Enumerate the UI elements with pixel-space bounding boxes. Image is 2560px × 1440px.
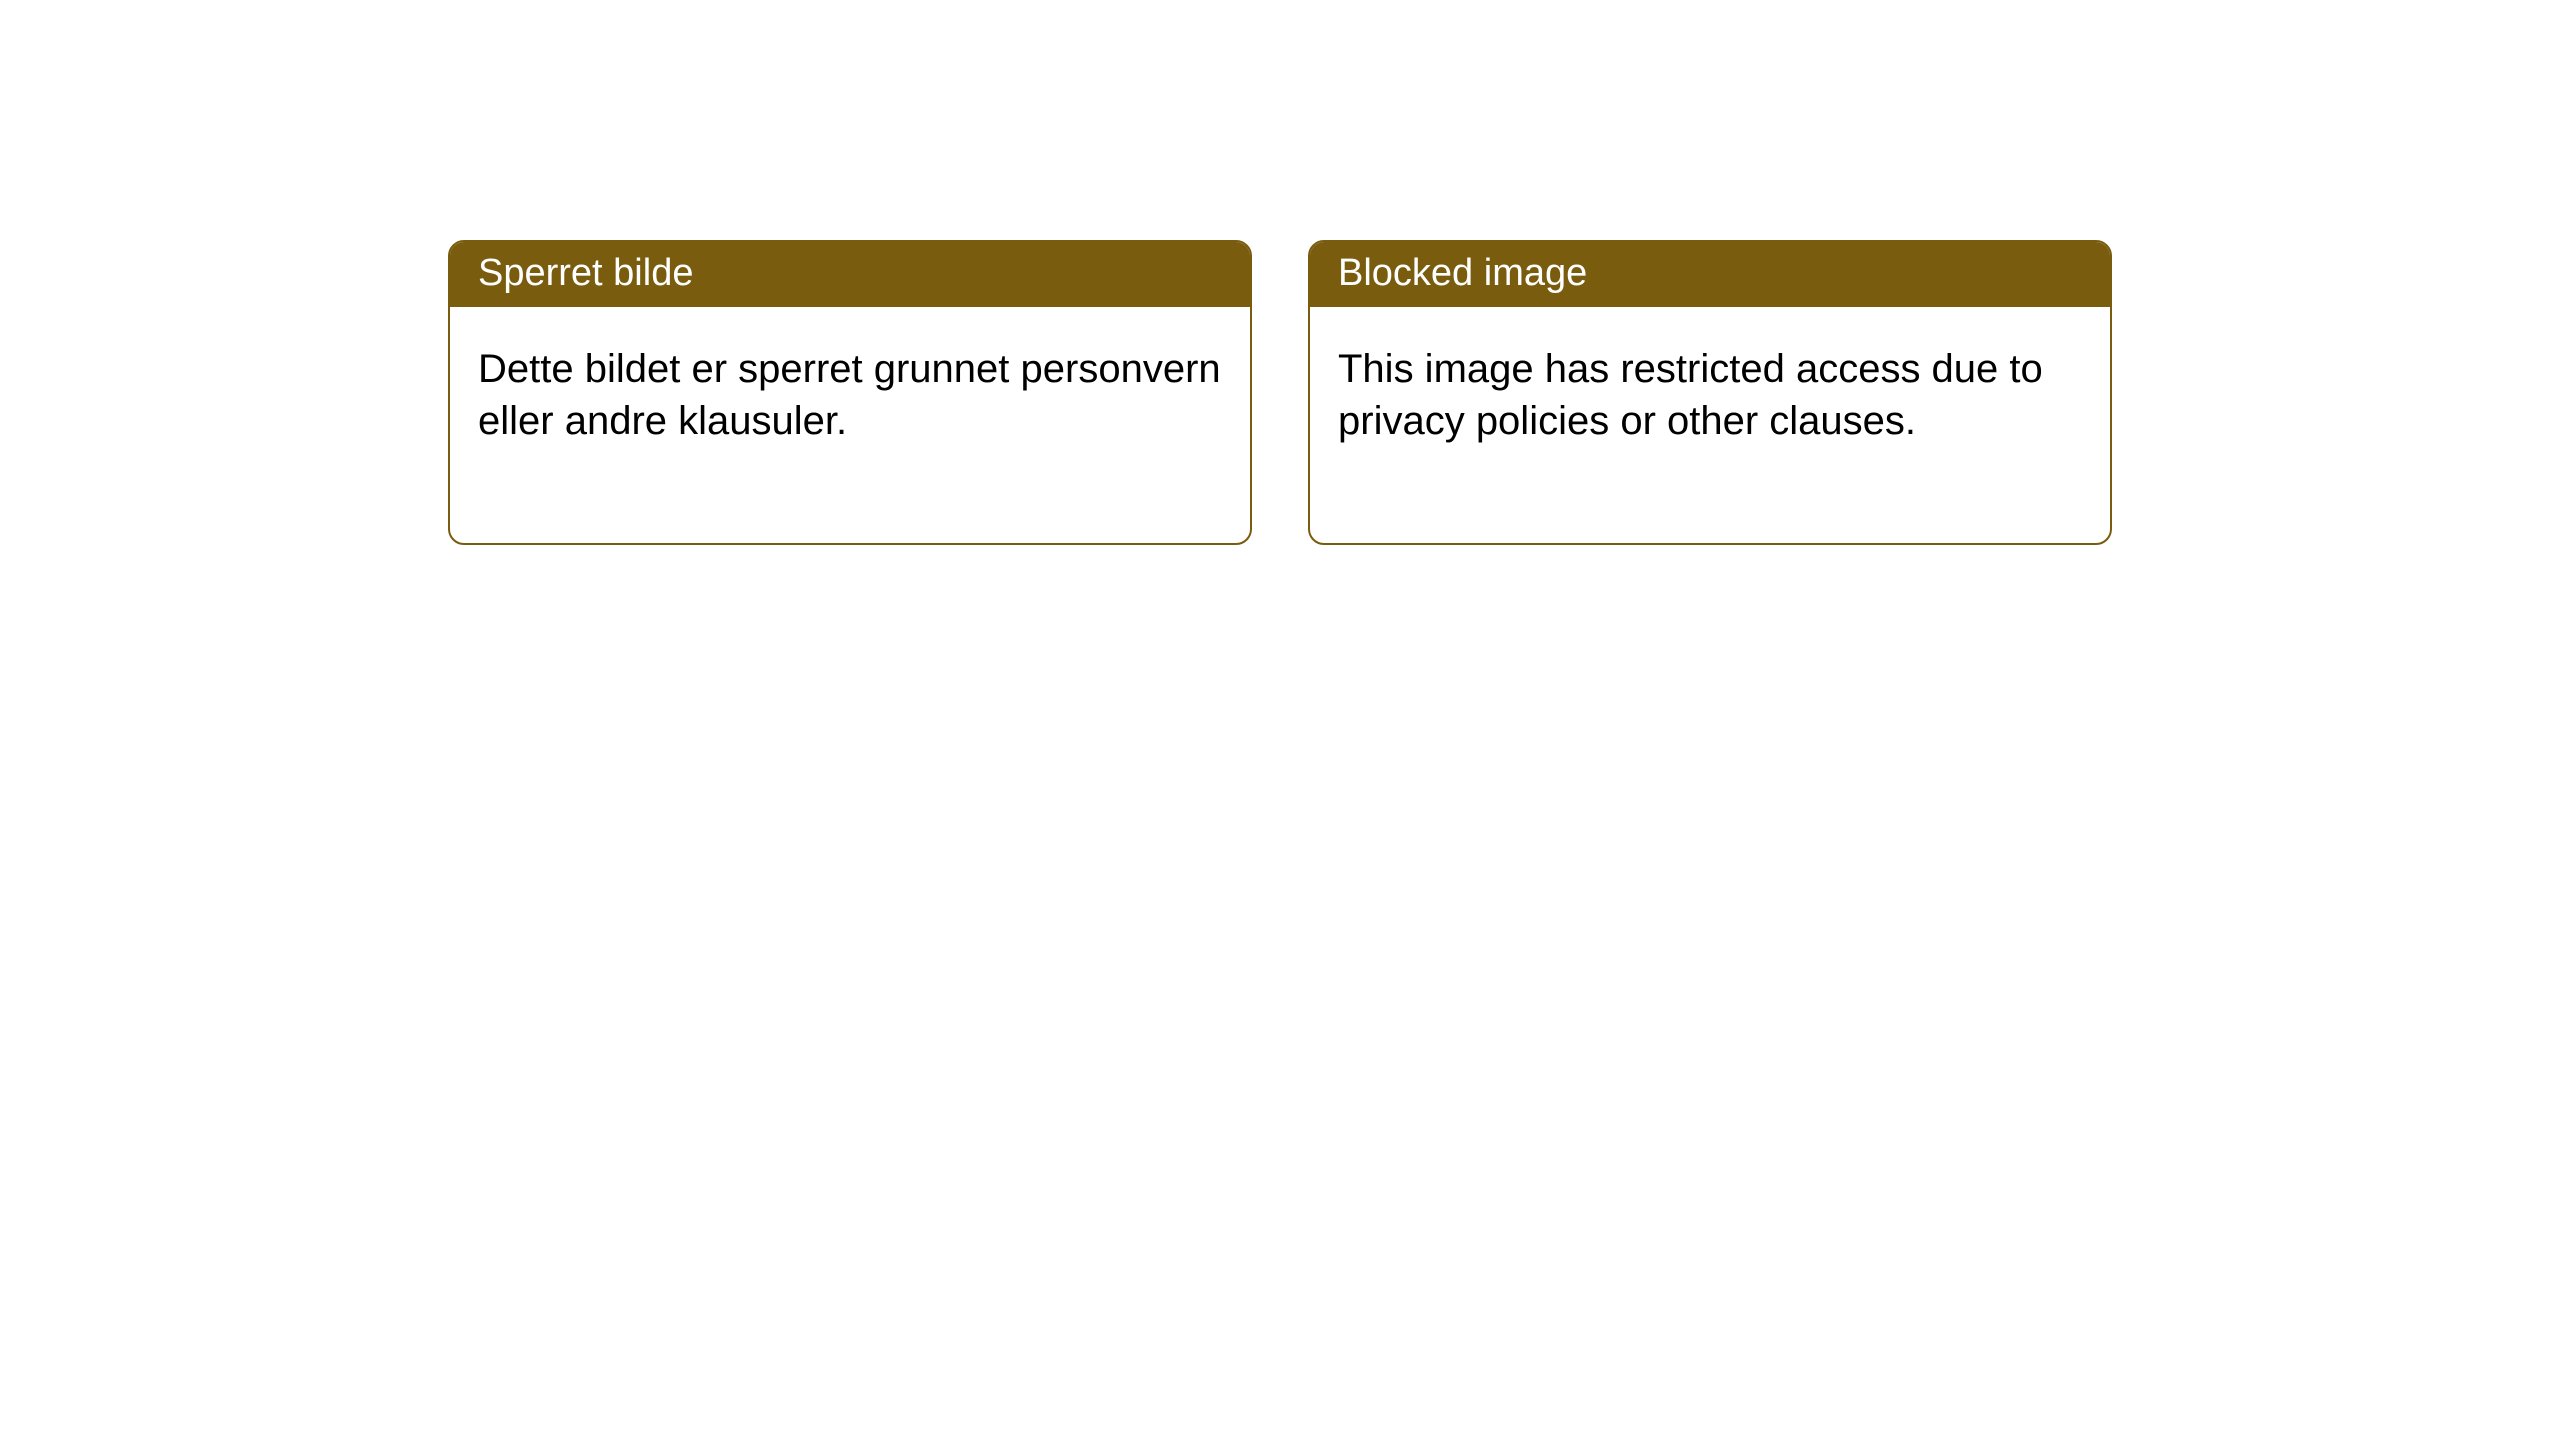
notice-body-english: This image has restricted access due to … (1310, 307, 2110, 543)
notice-card-english: Blocked image This image has restricted … (1308, 240, 2112, 545)
notice-title-english: Blocked image (1310, 242, 2110, 307)
notice-card-norwegian: Sperret bilde Dette bildet er sperret gr… (448, 240, 1252, 545)
notice-body-norwegian: Dette bildet er sperret grunnet personve… (450, 307, 1250, 543)
notice-title-norwegian: Sperret bilde (450, 242, 1250, 307)
notice-container: Sperret bilde Dette bildet er sperret gr… (0, 0, 2560, 545)
